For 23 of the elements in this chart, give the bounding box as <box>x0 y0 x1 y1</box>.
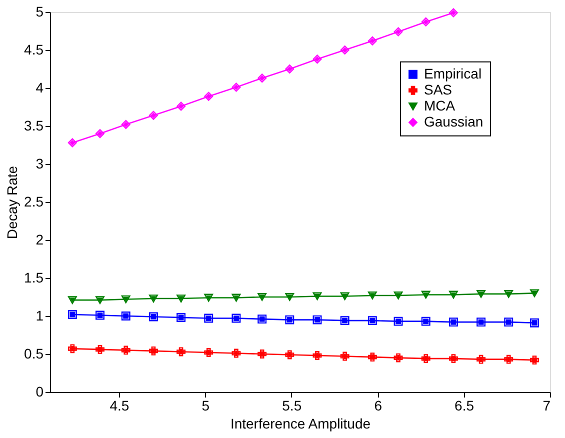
y-tick-label: 3 <box>36 156 44 172</box>
legend-label: SAS <box>424 81 452 98</box>
y-tick-label: 4 <box>36 80 44 96</box>
x-axis-title: Interference Amplitude <box>230 416 371 432</box>
legend-label: Empirical <box>424 65 482 82</box>
y-tick-label: 2 <box>36 232 44 248</box>
y-tick-label: 0 <box>36 384 44 400</box>
y-tick-label: 5 <box>36 4 44 20</box>
y-tick-label: 1 <box>36 308 44 324</box>
x-tick-label: 6 <box>374 398 382 414</box>
y-tick-label: 1.5 <box>24 270 44 286</box>
x-tick-label: 5.5 <box>282 398 302 414</box>
y-tick-label: 2.5 <box>24 194 44 210</box>
y-axis-title: Decay Rate <box>4 166 20 240</box>
x-tick-label: 5 <box>202 398 210 414</box>
y-tick-label: 0.5 <box>24 346 44 362</box>
x-tick-label: 6.5 <box>454 398 474 414</box>
y-tick-label: 3.5 <box>24 118 44 134</box>
x-tick-label: 4.5 <box>110 398 130 414</box>
legend-label: MCA <box>424 97 456 114</box>
y-tick-label: 4.5 <box>24 42 44 58</box>
legend-label: Gaussian <box>424 113 484 130</box>
x-tick-label: 7 <box>542 398 551 414</box>
